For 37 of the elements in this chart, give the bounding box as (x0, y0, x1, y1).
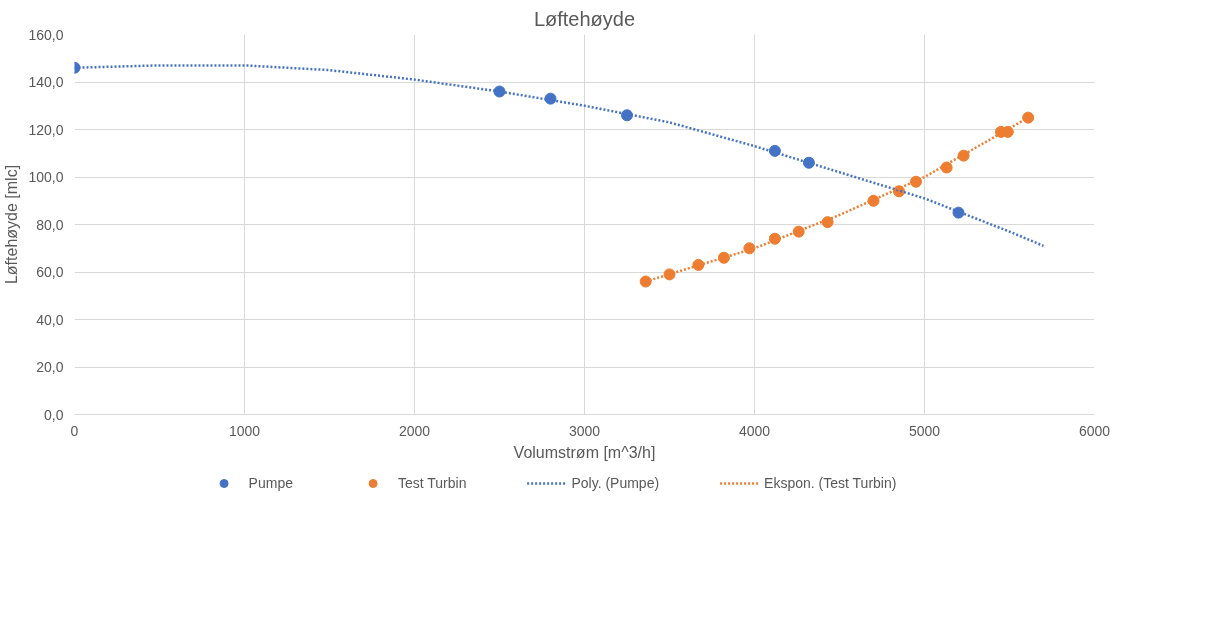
y-tick-label: 100,0 (28, 169, 64, 185)
point (821, 216, 834, 229)
legend-label: Ekspon. (Test Turbin) (764, 475, 897, 491)
x-tick-label: 4000 (738, 422, 771, 439)
point (867, 194, 880, 207)
legend-label: Poly. (Pumpe) (571, 475, 660, 491)
x-tick-label: 1000 (228, 422, 261, 439)
point (768, 144, 781, 157)
y-tick-label: 140,0 (28, 74, 64, 90)
point (1022, 111, 1035, 124)
y-tick-label: 0,0 (44, 406, 64, 423)
y-tick-label: 160,0 (28, 26, 64, 43)
point (957, 149, 970, 162)
point (940, 161, 953, 174)
point (802, 156, 815, 169)
point (792, 225, 805, 238)
y-tick-label: 80,0 (36, 216, 64, 233)
point (639, 275, 652, 288)
point (621, 109, 633, 122)
chart-title: Løftehøyde (533, 7, 636, 30)
x-tick-label: 6000 (1078, 422, 1111, 439)
y-tick-label: 40,0 (36, 311, 64, 328)
point (717, 251, 730, 264)
x-tick-label: 3000 (568, 422, 601, 439)
legend-label: Pumpe (248, 475, 293, 491)
x-tick-label: 2000 (398, 422, 431, 439)
x-axis-title: Volumstrøm [m^3/h] (513, 443, 656, 461)
y-tick-label: 120,0 (28, 121, 64, 138)
x-tick-label: 0 (70, 422, 79, 439)
legend-label: Test Turbin (397, 475, 467, 491)
point (768, 232, 781, 245)
point (544, 92, 557, 105)
y-tick-label: 60,0 (36, 264, 64, 280)
point (692, 258, 705, 271)
y-tick-label: 20,0 (36, 359, 64, 375)
y-axis-title: Løftehøyde [mlc] (3, 164, 21, 285)
x-tick-label: 5000 (908, 422, 941, 439)
